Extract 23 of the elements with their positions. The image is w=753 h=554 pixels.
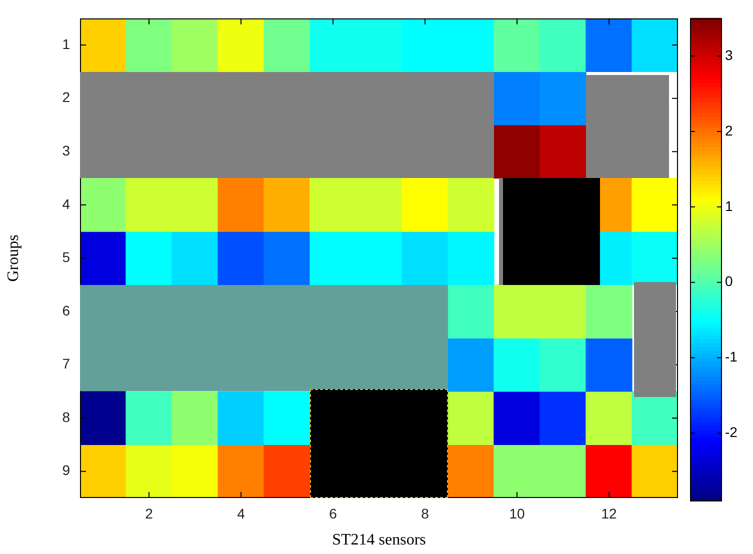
- color-bar-label: 2: [725, 122, 733, 138]
- x-tick-label: 6: [329, 505, 338, 522]
- x-tick-label: 2: [145, 505, 154, 522]
- y-tick-label: 2: [62, 89, 70, 106]
- x-tick-label: 10: [509, 505, 525, 522]
- x-tick-label: 8: [421, 505, 430, 522]
- y-tick-label: 7: [62, 356, 70, 372]
- color-bar-label: -2: [725, 424, 738, 440]
- y-tick-label: 9: [62, 462, 70, 478]
- color-bar-label: 1: [725, 198, 733, 214]
- color-bar-label: -1: [725, 348, 738, 365]
- x-tick-label: 12: [601, 505, 617, 522]
- y-tick-label: 5: [62, 249, 70, 266]
- x-tick-label: 4: [237, 505, 246, 522]
- color-bar-label: 0: [725, 273, 733, 290]
- y-tick-label: 1: [62, 36, 70, 52]
- y-tick-label: 6: [62, 302, 70, 318]
- y-axis-title: Groups: [4, 234, 22, 282]
- y-tick-label: 3: [62, 142, 70, 158]
- y-tick-label: 4: [62, 196, 70, 212]
- color-bar-label: 3: [725, 46, 733, 63]
- y-tick-label: 8: [62, 408, 70, 425]
- x-axis-title: ST214 sensors: [332, 532, 426, 549]
